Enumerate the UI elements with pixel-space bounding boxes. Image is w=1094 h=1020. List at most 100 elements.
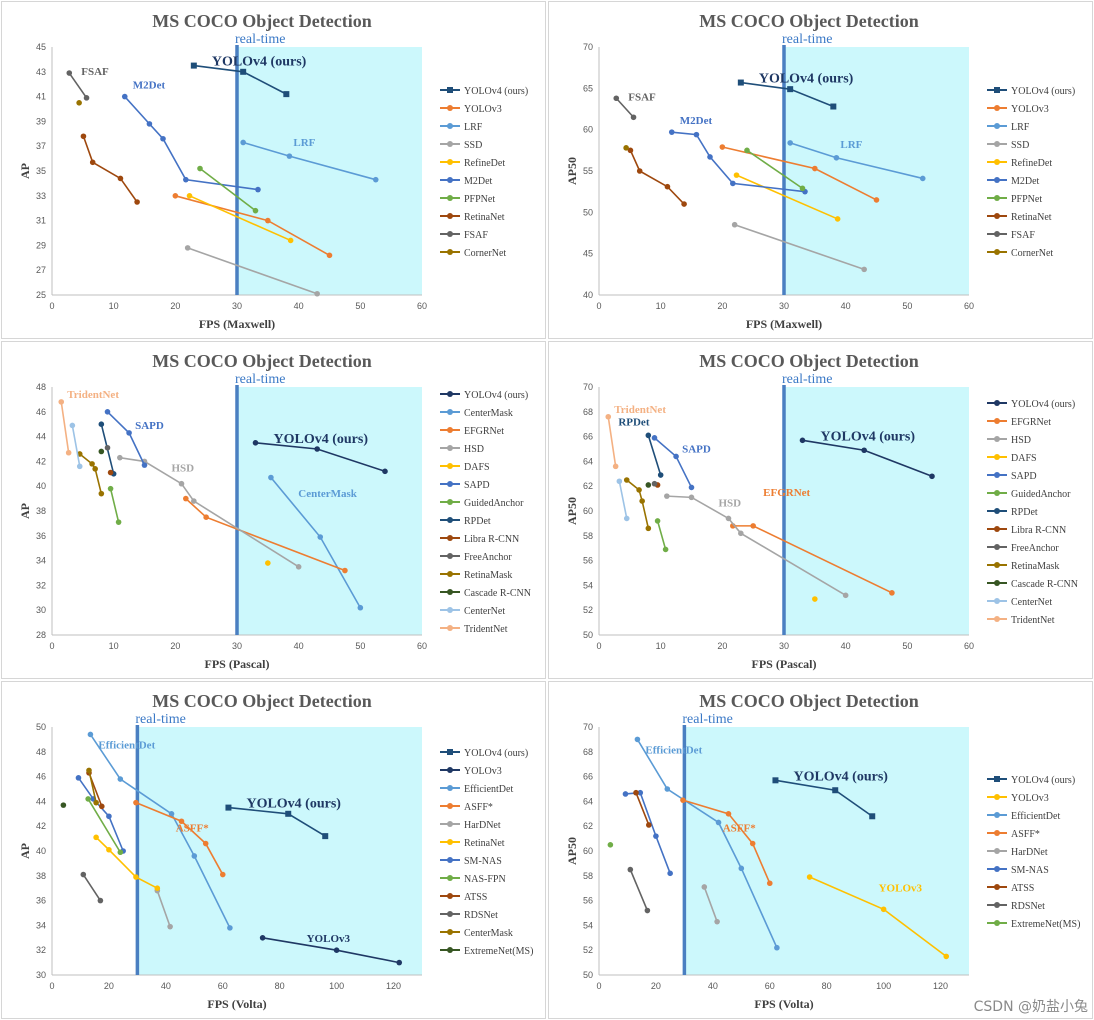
x-tick-label: 0 xyxy=(596,981,601,991)
data-point xyxy=(612,463,619,470)
chart-panel-3: real-time MS COCO Object Detection 0 10 20 30… xyxy=(1,341,546,679)
data-point xyxy=(744,147,750,154)
data-point xyxy=(183,176,189,183)
data-point xyxy=(701,884,708,890)
y-tick-label: 70 xyxy=(583,382,593,392)
data-point xyxy=(104,409,111,415)
legend-label: YOLOv3 xyxy=(464,104,502,115)
legend-marker xyxy=(447,141,453,147)
data-point xyxy=(106,813,112,820)
legend-label: CornerNet xyxy=(1011,248,1053,259)
x-axis-label: FPS (Volta) xyxy=(207,997,266,1011)
y-tick-label: 66 xyxy=(583,432,593,442)
data-point xyxy=(75,775,82,781)
series-line xyxy=(647,435,662,476)
series-annotation: FSAF xyxy=(628,91,656,103)
series-line xyxy=(87,798,121,853)
y-tick-label: 46 xyxy=(36,772,46,782)
y-tick-label: 34 xyxy=(36,920,46,930)
legend-label: PFPNet xyxy=(1011,194,1042,205)
chart-panel-4: real-time MS COCO Object Detection 0 10 20 30… xyxy=(548,341,1093,679)
legend-marker xyxy=(994,418,1000,424)
data-point xyxy=(830,103,837,110)
data-point xyxy=(183,495,189,502)
data-point xyxy=(861,447,867,454)
x-axis-label: FPS (Maxwell) xyxy=(199,317,275,331)
legend-label: CenterMask xyxy=(464,928,513,939)
y-tick-label: 50 xyxy=(583,630,593,640)
y-tick-label: 42 xyxy=(36,456,46,466)
series-annotation: CenterMask xyxy=(298,488,358,500)
data-point xyxy=(133,874,139,880)
data-point xyxy=(117,175,124,182)
chart-title: MS COCO Object Detection xyxy=(152,11,371,31)
data-point xyxy=(252,207,259,214)
data-point xyxy=(184,245,191,251)
legend-label: ASFF* xyxy=(1011,829,1040,840)
data-point xyxy=(141,462,148,468)
y-tick-label: 37 xyxy=(36,141,46,151)
x-tick-label: 50 xyxy=(355,641,365,651)
y-tick-label: 65 xyxy=(583,83,593,93)
legend-marker xyxy=(447,803,453,809)
data-point xyxy=(154,885,161,891)
y-tick-label: 42 xyxy=(36,821,46,831)
data-point xyxy=(255,186,261,193)
data-point xyxy=(772,777,779,784)
y-tick-label: 41 xyxy=(36,92,46,102)
y-tick-label: 35 xyxy=(36,166,46,176)
data-point xyxy=(89,461,95,467)
data-point xyxy=(664,786,671,792)
legend-label: YOLOv4 (ours) xyxy=(464,86,528,97)
x-tick-label: 120 xyxy=(386,981,401,991)
x-tick-label: 40 xyxy=(294,641,304,651)
legend-marker xyxy=(447,571,453,577)
legend-label: SSD xyxy=(1011,140,1029,151)
legend-marker xyxy=(447,607,453,613)
x-tick-label: 30 xyxy=(232,301,242,311)
series-annotation: SAPD xyxy=(682,443,711,455)
y-tick-label: 62 xyxy=(583,821,593,831)
series-line xyxy=(703,886,718,922)
series-line xyxy=(82,874,102,902)
legend-label: SM-NAS xyxy=(1011,865,1049,876)
legend-marker xyxy=(994,830,1000,836)
legend-marker xyxy=(994,526,1000,532)
data-point xyxy=(623,515,630,522)
data-point xyxy=(680,797,686,803)
x-tick-label: 20 xyxy=(104,981,114,991)
series-line xyxy=(746,149,803,190)
x-tick-label: 40 xyxy=(841,301,851,311)
data-point xyxy=(688,494,695,501)
data-point xyxy=(285,810,292,817)
data-point xyxy=(636,168,643,174)
data-point xyxy=(627,147,634,154)
legend-label: GuidedAnchor xyxy=(464,498,524,509)
x-tick-label: 40 xyxy=(708,981,718,991)
data-point xyxy=(203,514,209,520)
legend-label: M2Det xyxy=(464,176,493,187)
series-annotation: EfficientDet xyxy=(645,744,702,756)
x-tick-label: 100 xyxy=(329,981,344,991)
data-point xyxy=(607,842,614,848)
data-point xyxy=(623,145,629,151)
legend-label: CornerNet xyxy=(464,248,506,259)
x-tick-label: 10 xyxy=(109,301,119,311)
data-point xyxy=(93,799,99,806)
x-axis-label: FPS (Pascal) xyxy=(752,657,817,671)
data-point xyxy=(943,953,950,960)
legend-marker xyxy=(994,866,1000,872)
data-point xyxy=(833,154,840,161)
data-point xyxy=(191,853,198,859)
data-point xyxy=(146,121,153,127)
legend-marker xyxy=(447,177,453,183)
legend-label: CenterNet xyxy=(464,606,505,617)
x-tick-label: 20 xyxy=(651,981,661,991)
legend-marker xyxy=(994,472,1000,478)
x-tick-label: 10 xyxy=(656,641,666,651)
series-line xyxy=(736,174,838,220)
series-annotation: YOLOv4 (ours) xyxy=(821,429,916,444)
data-point xyxy=(627,866,634,873)
legend-label: LRF xyxy=(1011,122,1030,133)
